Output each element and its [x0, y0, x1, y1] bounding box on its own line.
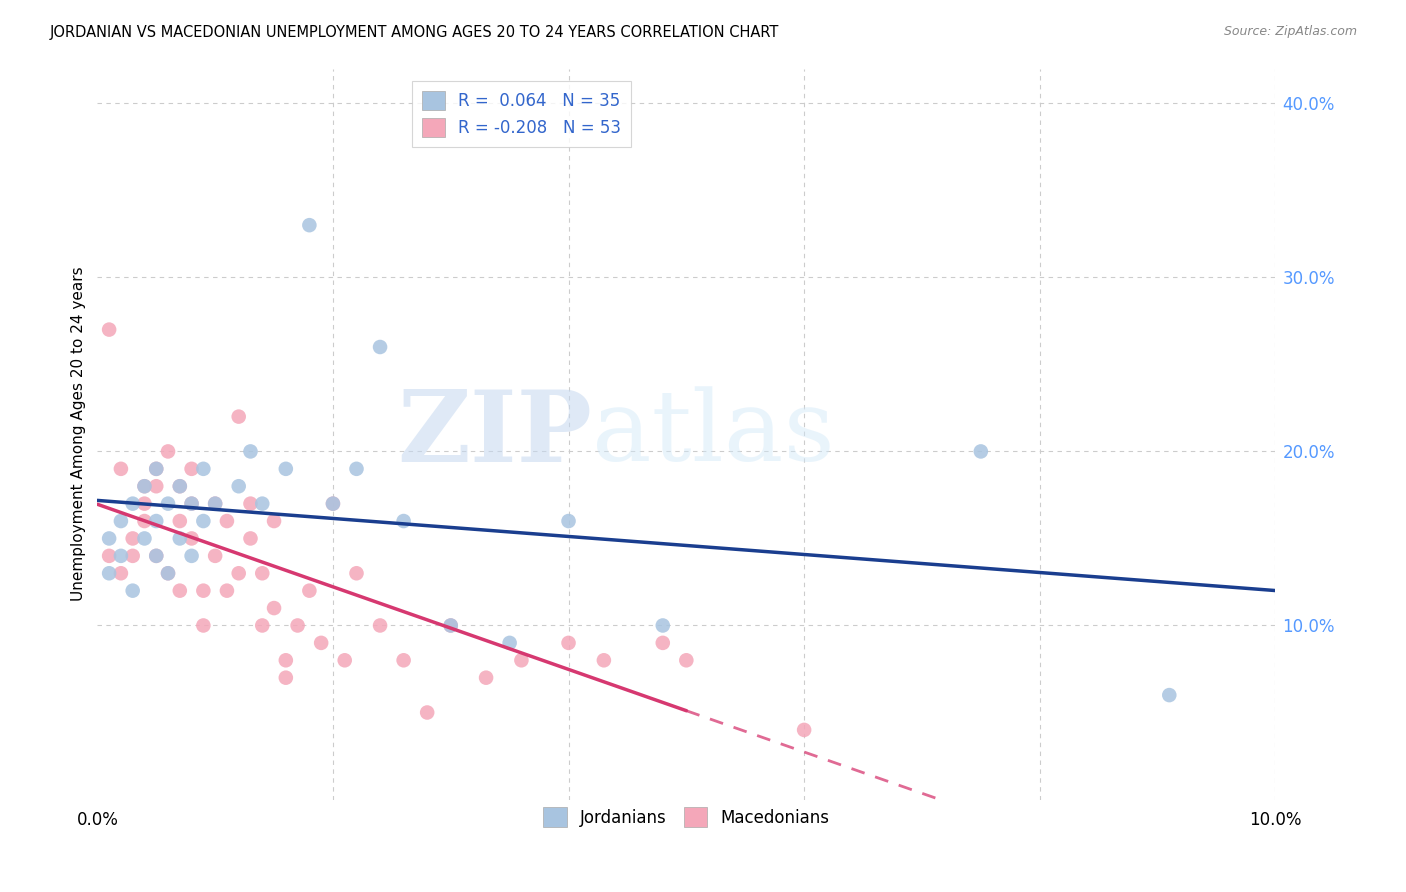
Point — [98, 532, 121, 546]
Point — [134, 532, 156, 546]
Point — [322, 497, 344, 511]
Point — [145, 479, 167, 493]
Point — [110, 462, 132, 476]
Point — [970, 444, 993, 458]
Point — [368, 340, 391, 354]
Point — [346, 566, 368, 581]
Point — [274, 462, 297, 476]
Point — [98, 322, 121, 336]
Point — [193, 618, 215, 632]
Point — [121, 549, 143, 563]
Point — [793, 723, 815, 737]
Point — [274, 653, 297, 667]
Point — [592, 653, 614, 667]
Point — [298, 218, 321, 232]
Point — [298, 583, 321, 598]
Point — [498, 636, 520, 650]
Point — [169, 583, 191, 598]
Y-axis label: Unemployment Among Ages 20 to 24 years: Unemployment Among Ages 20 to 24 years — [72, 267, 86, 601]
Point — [157, 566, 180, 581]
Point — [98, 566, 121, 581]
Point — [134, 497, 156, 511]
Point — [169, 514, 191, 528]
Point — [204, 497, 226, 511]
Point — [228, 566, 250, 581]
Point — [274, 671, 297, 685]
Point — [252, 497, 274, 511]
Point — [193, 514, 215, 528]
Legend: Jordanians, Macedonians: Jordanians, Macedonians — [536, 799, 838, 835]
Point — [134, 514, 156, 528]
Point — [145, 549, 167, 563]
Point — [145, 514, 167, 528]
Point — [215, 514, 238, 528]
Text: atlas: atlas — [592, 386, 835, 482]
Point — [675, 653, 697, 667]
Point — [157, 444, 180, 458]
Point — [333, 653, 356, 667]
Point — [193, 462, 215, 476]
Point — [110, 566, 132, 581]
Point — [228, 479, 250, 493]
Point — [440, 618, 463, 632]
Point — [180, 532, 202, 546]
Point — [309, 636, 332, 650]
Point — [263, 601, 285, 615]
Point — [1159, 688, 1181, 702]
Point — [134, 479, 156, 493]
Point — [239, 444, 262, 458]
Point — [180, 497, 202, 511]
Point — [416, 706, 439, 720]
Point — [228, 409, 250, 424]
Point — [157, 497, 180, 511]
Point — [252, 566, 274, 581]
Point — [180, 497, 202, 511]
Point — [204, 549, 226, 563]
Point — [169, 479, 191, 493]
Point — [98, 549, 121, 563]
Point — [157, 566, 180, 581]
Point — [180, 462, 202, 476]
Point — [440, 618, 463, 632]
Point — [121, 532, 143, 546]
Point — [193, 583, 215, 598]
Point — [169, 479, 191, 493]
Point — [239, 497, 262, 511]
Point — [368, 618, 391, 632]
Text: Source: ZipAtlas.com: Source: ZipAtlas.com — [1223, 25, 1357, 38]
Text: JORDANIAN VS MACEDONIAN UNEMPLOYMENT AMONG AGES 20 TO 24 YEARS CORRELATION CHART: JORDANIAN VS MACEDONIAN UNEMPLOYMENT AMO… — [49, 25, 779, 40]
Point — [651, 636, 673, 650]
Point — [121, 497, 143, 511]
Point — [145, 462, 167, 476]
Point — [651, 618, 673, 632]
Point — [263, 514, 285, 528]
Point — [392, 653, 415, 667]
Point — [475, 671, 498, 685]
Point — [204, 497, 226, 511]
Text: ZIP: ZIP — [398, 385, 592, 483]
Point — [392, 514, 415, 528]
Point — [180, 549, 202, 563]
Point — [215, 583, 238, 598]
Point — [287, 618, 309, 632]
Point — [169, 532, 191, 546]
Point — [145, 549, 167, 563]
Point — [252, 618, 274, 632]
Point — [121, 583, 143, 598]
Point — [134, 479, 156, 493]
Point — [510, 653, 533, 667]
Point — [145, 462, 167, 476]
Point — [557, 514, 579, 528]
Point — [110, 549, 132, 563]
Point — [557, 636, 579, 650]
Point — [110, 514, 132, 528]
Point — [322, 497, 344, 511]
Point — [346, 462, 368, 476]
Point — [239, 532, 262, 546]
